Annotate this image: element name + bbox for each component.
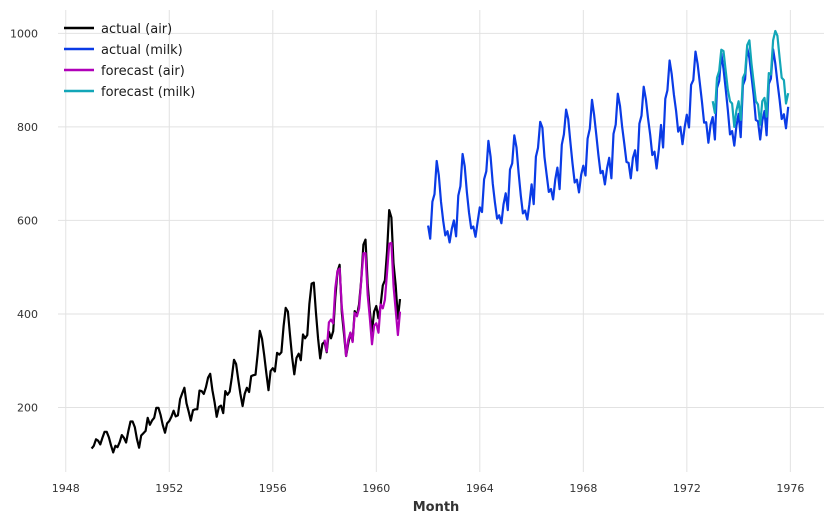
y-tick-label: 400 <box>17 308 38 321</box>
legend-label: forecast (air) <box>101 64 185 79</box>
x-tick-label: 1952 <box>155 482 183 495</box>
y-tick-label: 800 <box>17 121 38 134</box>
y-tick-label: 200 <box>17 401 38 414</box>
series-line-forecast-milk <box>711 29 790 129</box>
x-tick-label: 1960 <box>362 482 390 495</box>
x-tick-label: 1972 <box>673 482 701 495</box>
series-lines <box>90 29 790 454</box>
x-tick-label: 1976 <box>776 482 804 495</box>
y-axis-ticks: 200 400 600 800 1000 <box>10 27 38 414</box>
legend-label: actual (milk) <box>101 43 183 58</box>
legend: actual (air) actual (milk) forecast (air) f… <box>64 22 195 100</box>
legend-label: forecast (milk) <box>101 85 195 100</box>
y-tick-label: 1000 <box>10 27 38 40</box>
x-tick-label: 1956 <box>259 482 287 495</box>
y-tick-label: 600 <box>17 214 38 227</box>
series-line-actual-milk <box>427 46 790 244</box>
x-axis-ticks: 1948 1952 1956 1960 1964 1968 1972 1976 <box>52 482 805 495</box>
x-tick-label: 1964 <box>466 482 494 495</box>
x-tick-label: 1948 <box>52 482 80 495</box>
grid-lines <box>58 10 824 472</box>
series-line-forecast-air <box>323 241 402 358</box>
legend-label: actual (air) <box>101 22 172 37</box>
x-axis-title: Month <box>413 500 460 515</box>
x-tick-label: 1968 <box>569 482 597 495</box>
